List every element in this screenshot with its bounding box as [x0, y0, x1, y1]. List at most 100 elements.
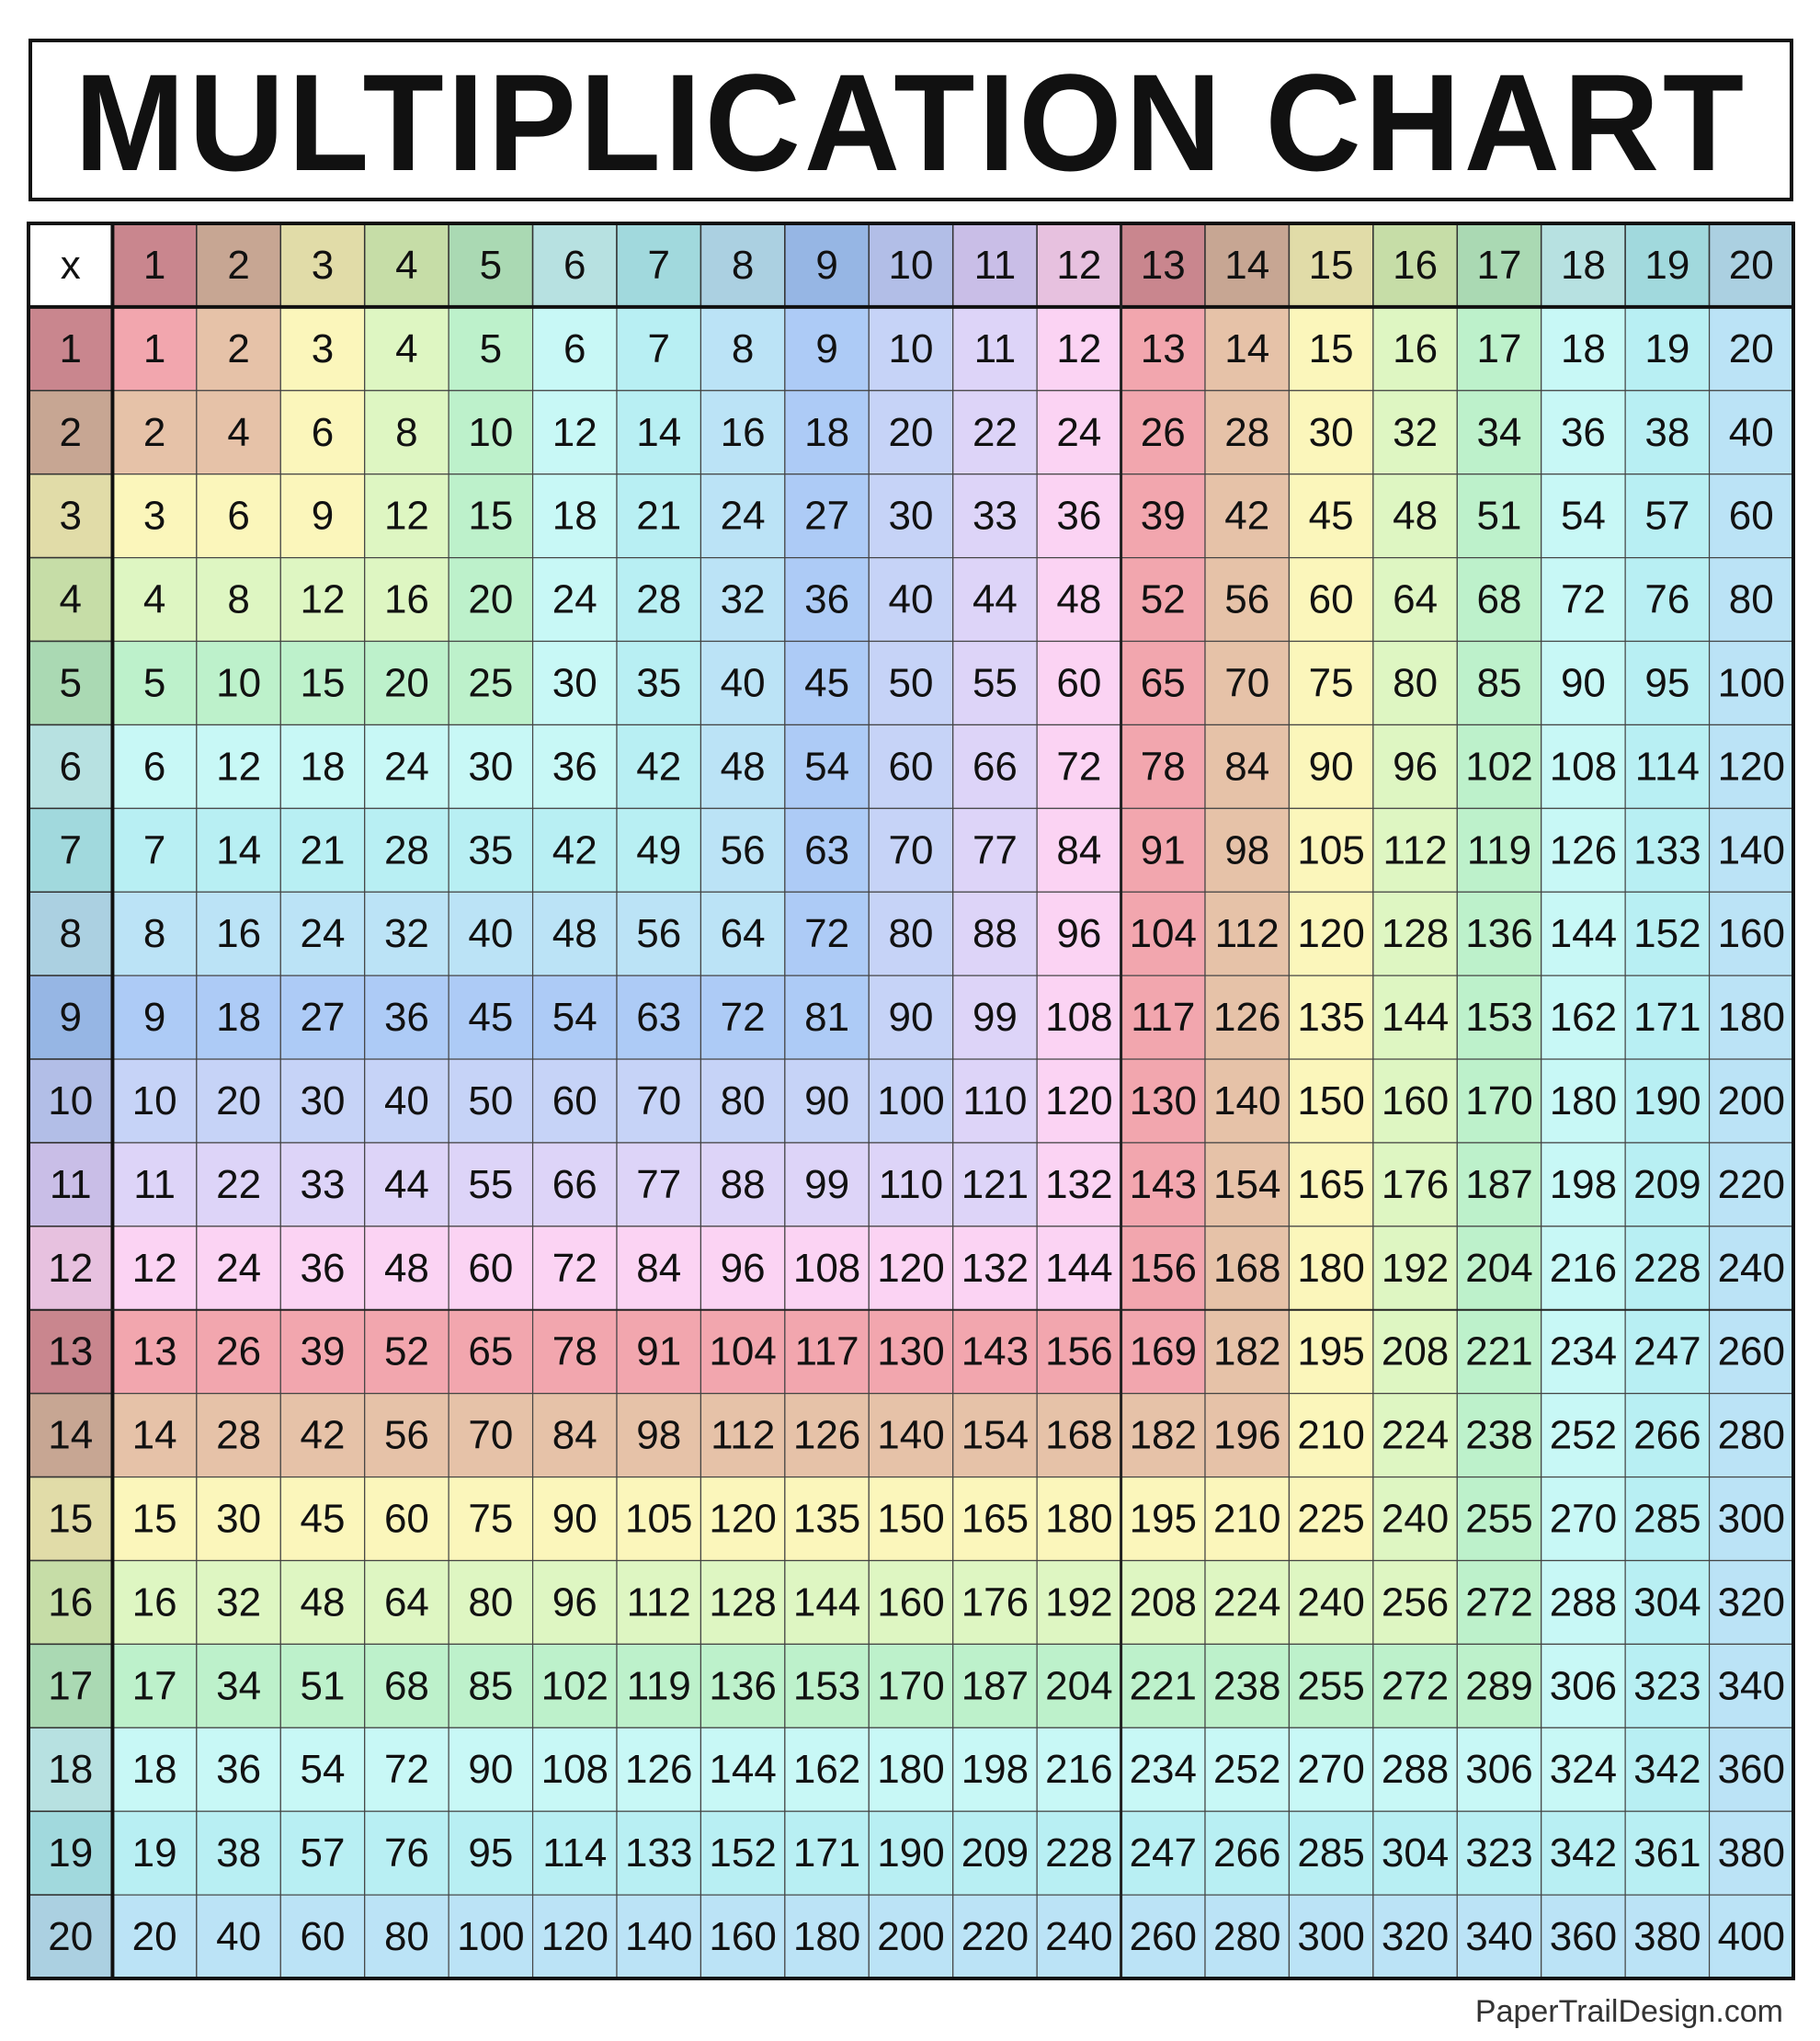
- cell-value: 77: [973, 827, 1018, 872]
- cell-value: 84: [636, 1246, 681, 1291]
- cell-value: 180: [1297, 1246, 1364, 1291]
- cell-value: 18: [301, 744, 346, 789]
- cell-value: 108: [1550, 744, 1617, 789]
- cell-value: 36: [301, 1246, 346, 1291]
- row-header: 1: [59, 326, 81, 371]
- cell-value: 48: [1393, 494, 1438, 539]
- cell-value: 36: [1561, 410, 1606, 455]
- column-header: 2: [227, 243, 249, 288]
- cell: [1456, 473, 1542, 559]
- cell-value: 70: [636, 1078, 681, 1123]
- cell-value: 340: [1465, 1914, 1532, 1959]
- cell-value: 304: [1633, 1579, 1701, 1625]
- cell-value: 136: [1465, 911, 1532, 956]
- cell: [111, 724, 198, 809]
- cell: [952, 1894, 1038, 1979]
- cell: [1372, 473, 1458, 559]
- cell-value: 51: [1477, 494, 1522, 539]
- cell: [279, 1226, 366, 1311]
- cell: [1372, 1643, 1458, 1728]
- cell: [111, 807, 198, 893]
- cell-value: 36: [384, 995, 429, 1040]
- cell-value: 72: [384, 1747, 429, 1792]
- row-header-cell: [28, 807, 114, 893]
- cell: [448, 975, 534, 1060]
- cell-value: 60: [301, 1914, 346, 1959]
- cell-value: 14: [1224, 326, 1269, 371]
- cell: [952, 1142, 1038, 1227]
- column-header: 18: [1561, 243, 1606, 288]
- cell-value: 136: [709, 1663, 776, 1708]
- cell: [448, 1058, 534, 1144]
- cell: [1541, 473, 1626, 559]
- cell: [1708, 390, 1794, 475]
- cell-value: 112: [1215, 911, 1280, 956]
- cell-value: 36: [552, 744, 597, 789]
- cell-value: 13: [132, 1329, 177, 1374]
- cell-value: 27: [804, 494, 849, 539]
- cell: [1036, 390, 1122, 475]
- cell-value: 288: [1382, 1747, 1449, 1792]
- cell: [616, 891, 702, 976]
- cell: [279, 891, 366, 976]
- row-header: 6: [59, 744, 81, 789]
- cell-value: 28: [636, 577, 681, 622]
- cell-value: 60: [1056, 660, 1101, 705]
- cell-value: 56: [636, 911, 681, 956]
- cell: [1204, 1309, 1291, 1395]
- cell-value: 126: [625, 1747, 692, 1792]
- cell-value: 380: [1633, 1914, 1701, 1959]
- row-header: 5: [59, 660, 81, 705]
- cell-value: 11: [974, 326, 1017, 371]
- column-header-cell: [868, 222, 954, 308]
- cell-value: 72: [1561, 577, 1606, 622]
- cell: [364, 1894, 449, 1979]
- cell-value: 252: [1213, 1747, 1280, 1792]
- cell-value: 30: [216, 1497, 261, 1542]
- cell: [196, 1058, 281, 1144]
- row-header: 7: [59, 827, 81, 872]
- cell-value: 234: [1130, 1747, 1197, 1792]
- cell-value: 182: [1213, 1329, 1280, 1374]
- cell-value: 48: [384, 1246, 429, 1291]
- cell-value: 68: [1477, 577, 1522, 622]
- cell: [868, 1309, 954, 1395]
- cell-value: 133: [1633, 827, 1701, 872]
- cell-value: 68: [384, 1663, 429, 1708]
- cell: [111, 1058, 198, 1144]
- cell-value: 140: [877, 1413, 944, 1458]
- column-header: 19: [1644, 243, 1689, 288]
- cell: [1456, 1810, 1542, 1896]
- cell-value: 144: [1045, 1246, 1112, 1291]
- cell-value: 50: [468, 1078, 513, 1123]
- cell-value: 56: [1224, 577, 1269, 622]
- cell: [1541, 807, 1626, 893]
- cell: [1624, 807, 1711, 893]
- cell-value: 120: [1045, 1078, 1112, 1123]
- cell-value: 12: [1056, 326, 1101, 371]
- cell: [1708, 724, 1794, 809]
- cell: [1624, 557, 1711, 643]
- cell-value: 272: [1382, 1663, 1449, 1708]
- cell-value: 240: [1045, 1914, 1112, 1959]
- cell: [784, 1727, 870, 1812]
- cell-value: 85: [468, 1663, 513, 1708]
- cell-value: 14: [636, 410, 681, 455]
- cell-value: 48: [552, 911, 597, 956]
- cell: [196, 557, 281, 643]
- cell-value: 96: [1393, 744, 1438, 789]
- cell: [1456, 975, 1542, 1060]
- cell-value: 42: [636, 744, 681, 789]
- cell-value: 48: [1056, 577, 1101, 622]
- cell-value: 260: [1718, 1329, 1785, 1374]
- cell-value: 91: [636, 1329, 681, 1374]
- cell-value: 272: [1465, 1579, 1532, 1625]
- cell-value: 224: [1213, 1579, 1280, 1625]
- cell-value: 20: [216, 1078, 261, 1123]
- column-header: 10: [889, 243, 934, 288]
- cell: [616, 807, 702, 893]
- cell-value: 42: [301, 1413, 346, 1458]
- cell-value: 20: [889, 410, 934, 455]
- cell-value: 180: [1718, 995, 1785, 1040]
